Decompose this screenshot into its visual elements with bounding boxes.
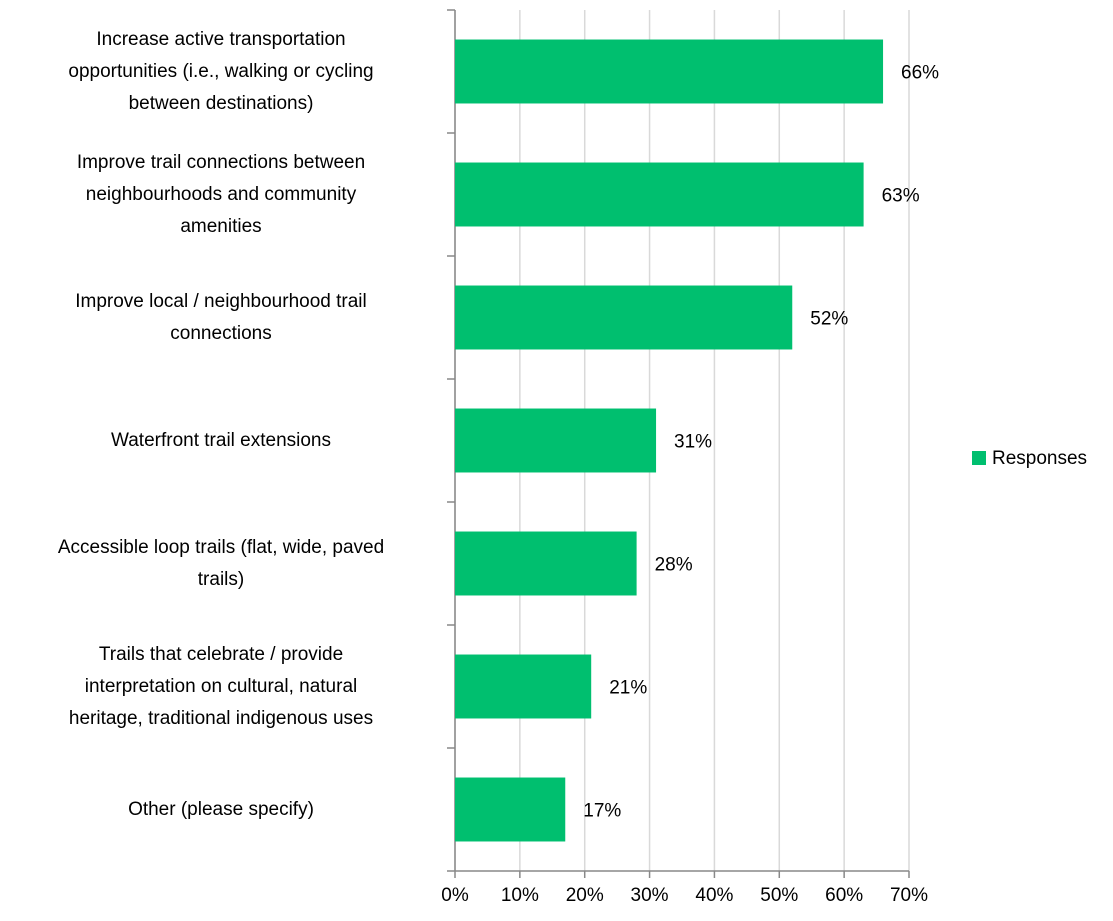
value-label: 21%	[609, 678, 647, 699]
x-tick-label: 20%	[566, 885, 604, 906]
value-label: 17%	[583, 801, 621, 822]
value-label: 31%	[674, 432, 712, 453]
x-tick-label: 50%	[760, 885, 798, 906]
value-label: 28%	[655, 555, 693, 576]
category-label: Trails that celebrate / provide interpre…	[68, 643, 374, 729]
bar	[455, 408, 657, 473]
value-label: 52%	[810, 309, 848, 330]
value-label: 63%	[882, 186, 920, 207]
legend-label: Responses	[992, 448, 1087, 469]
bar	[455, 654, 592, 719]
category-label: Improve local / neighbourhood trail conn…	[75, 290, 367, 344]
legend-swatch	[972, 451, 986, 465]
x-tick-label: 30%	[631, 885, 669, 906]
category-label: Other (please specify)	[128, 798, 314, 820]
category-label: Increase active transportation opportuni…	[68, 28, 374, 114]
x-tick-label: 60%	[825, 885, 863, 906]
category-label: Improve trail connections between neighb…	[76, 151, 366, 237]
bar	[455, 531, 637, 596]
bar	[455, 162, 864, 227]
bar	[455, 777, 566, 842]
bar	[455, 285, 793, 350]
x-tick-label: 70%	[890, 885, 928, 906]
value-label: 66%	[901, 63, 939, 84]
bar	[455, 39, 884, 104]
x-tick-label: 10%	[501, 885, 539, 906]
category-label: Accessible loop trails (flat, wide, pave…	[57, 536, 385, 590]
category-label: Waterfront trail extensions	[111, 429, 331, 451]
x-tick-label: 40%	[695, 885, 733, 906]
x-tick-label: 0%	[441, 885, 469, 906]
